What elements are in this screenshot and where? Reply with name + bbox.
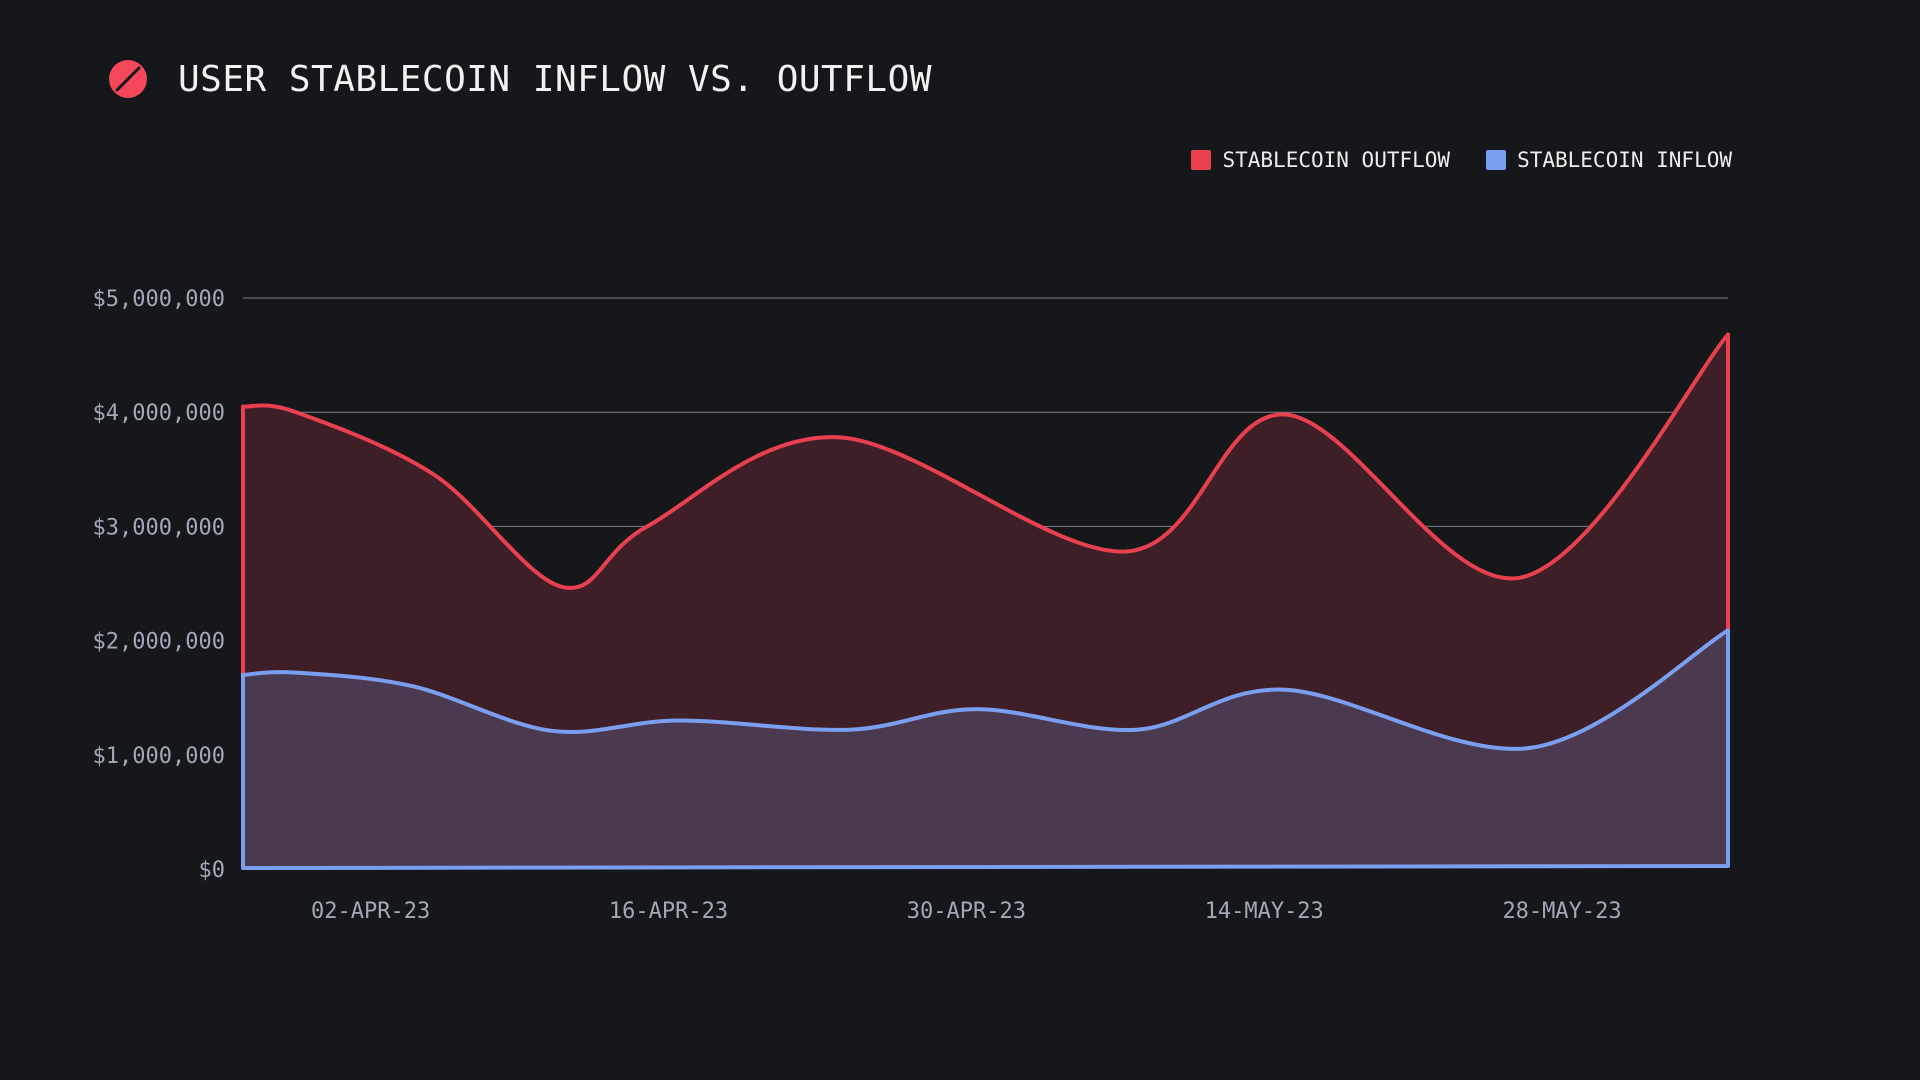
y-tick-label: $4,000,000 — [93, 401, 225, 426]
legend-label-outflow: STABLECOIN OUTFLOW — [1222, 148, 1451, 172]
y-tick-label: $0 — [199, 858, 226, 883]
y-axis-ticks: $0 $1,000,000 $2,000,000 $3,000,000 $4,000,0… — [93, 287, 225, 883]
legend-swatch-outflow — [1191, 150, 1212, 170]
inflow-area — [243, 630, 1728, 868]
y-tick-label: $5,000,000 — [93, 287, 225, 312]
y-tick-label: $2,000,000 — [93, 630, 225, 655]
legend: STABLECOIN OUTFLOW STABLECOIN INFLOW — [1191, 148, 1732, 172]
x-tick-label: 14-MAY-23 — [1205, 899, 1324, 924]
legend-label-inflow: STABLECOIN INFLOW — [1517, 148, 1732, 172]
inflow-line — [241, 628, 1730, 751]
x-axis-ticks: 02-APR-23 16-APR-23 30-APR-23 14-MAY-23 28-M… — [311, 899, 1622, 924]
inflow-area-border — [241, 630, 1730, 870]
legend-item-inflow[interactable]: STABLECOIN INFLOW — [1486, 148, 1732, 172]
y-tick-label: $3,000,000 — [93, 515, 225, 540]
x-tick-label: 02-APR-23 — [311, 899, 430, 924]
legend-item-outflow[interactable]: STABLECOIN OUTFLOW — [1191, 148, 1450, 172]
chart-title: USER STABLECOIN INFLOW VS. OUTFLOW — [178, 58, 932, 100]
chart-header: USER STABLECOIN INFLOW VS. OUTFLOW — [108, 56, 932, 102]
y-tick-label: $1,000,000 — [93, 744, 225, 769]
outflow-line — [241, 332, 1730, 590]
x-tick-label: 28-MAY-23 — [1502, 899, 1621, 924]
slashed-circle-logo-icon — [109, 60, 147, 98]
series-layer — [241, 332, 1730, 870]
x-tick-label: 16-APR-23 — [609, 899, 728, 924]
x-tick-label: 30-APR-23 — [907, 899, 1026, 924]
legend-swatch-inflow — [1486, 150, 1507, 170]
